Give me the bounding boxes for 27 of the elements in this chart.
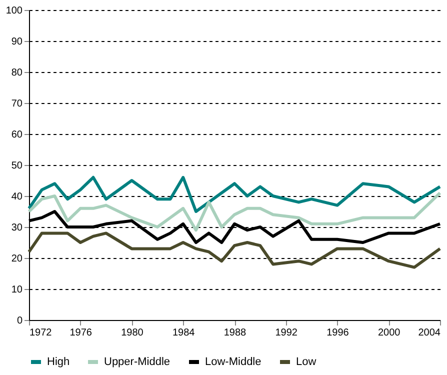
x-tick-label: 1980	[121, 328, 144, 338]
y-tick-label: 70	[11, 98, 23, 110]
y-tick-label: 30	[11, 222, 23, 234]
y-tick-label: 100	[6, 6, 23, 16]
line-series	[28, 191, 442, 232]
y-tick-label: 0	[16, 316, 23, 326]
legend-label: Upper-Middle	[104, 356, 170, 368]
legend-label: Low-Middle	[205, 356, 262, 368]
x-tick-label: 1976	[70, 328, 92, 338]
x-tick-label: 1984	[172, 328, 196, 338]
legend-label: Low	[296, 356, 316, 368]
x-tick-label: 1988	[224, 328, 247, 338]
y-tick-label: 40	[11, 192, 23, 202]
line-series	[28, 232, 442, 269]
x-tick-label: 1972	[30, 328, 52, 338]
y-tick-label: 10	[11, 284, 23, 296]
legend-label: High	[47, 356, 70, 368]
y-tick-label: 60	[11, 130, 23, 140]
y-tick-label: 90	[11, 36, 23, 48]
x-tick-label: 2000	[378, 328, 401, 338]
y-tick-label: 80	[11, 68, 23, 78]
y-tick-label: 20	[11, 254, 23, 264]
x-tick-label: 1996	[326, 328, 350, 338]
y-tick-label: 50	[11, 160, 23, 172]
x-tick-label: 2004	[418, 328, 441, 338]
line-series	[28, 176, 442, 213]
x-tick-label: 1992	[275, 328, 298, 338]
